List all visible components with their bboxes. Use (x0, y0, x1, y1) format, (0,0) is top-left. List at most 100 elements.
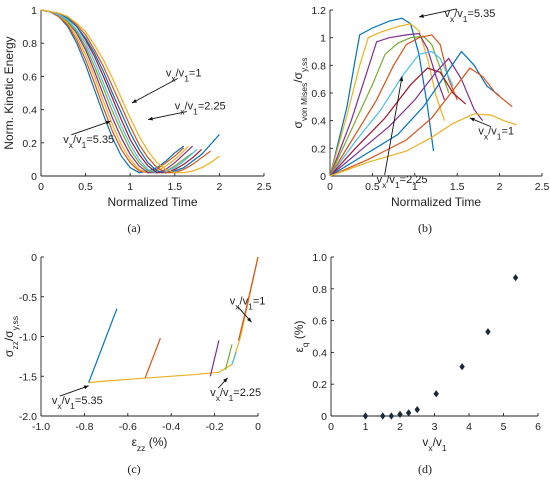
label-text: /σ (291, 71, 305, 82)
label-text: v (478, 126, 484, 138)
series-line-1 (329, 23, 446, 177)
annotation-arrowhead (419, 14, 424, 18)
x-tick-label: 1 (412, 181, 418, 193)
label-subscript: 1 (193, 107, 198, 117)
series-line-8 (329, 50, 500, 177)
label-subscript: x (171, 73, 176, 83)
x-tick-label: 0 (255, 421, 261, 433)
data-point-4 (405, 409, 412, 417)
annotation-label: vx/v1=5.35 (52, 395, 103, 411)
label-text: v (230, 296, 236, 308)
label-text: /v (386, 174, 395, 186)
data-point-0 (362, 412, 369, 420)
x-tick-label: -0.6 (119, 421, 137, 433)
label-subscript: 1 (463, 14, 468, 24)
x-tick-label: 3 (432, 421, 438, 433)
series-line-5 (224, 344, 233, 371)
y-tick-label: 0.4 (311, 116, 326, 128)
annotation-label: vx/v1=2.25 (377, 174, 428, 190)
label-subscript: zz (137, 443, 146, 453)
series-line-5 (329, 50, 454, 177)
panel-label: (a) (127, 221, 140, 235)
chart-panel-b: 0 0.5 1 1.5 2 2.5 0 0.2 0.4 0.6 0.8 1 1.2 Normalized … (291, 5, 549, 235)
panel-label: (b) (418, 221, 432, 235)
annotation-label: vx/v1=1 (478, 126, 514, 142)
label-text: =5.35 (468, 8, 496, 20)
y-tick-label: 0 (31, 252, 37, 264)
label-text: =5.35 (86, 134, 114, 146)
annotation-arrow (131, 78, 179, 104)
y-tick-label: 0.2 (311, 143, 326, 155)
annotation-arrow (147, 111, 187, 121)
x-tick-label: 0 (328, 421, 334, 433)
label-subscript: x (382, 180, 387, 190)
annotation-arrowhead (105, 120, 111, 125)
y-axis-label: σzz/σy,ss (2, 316, 20, 357)
data-point-9 (512, 274, 519, 282)
x-tick-label: 2 (497, 181, 503, 193)
annotation-arrowhead (246, 317, 252, 323)
x-tick-label: 1.5 (167, 181, 182, 193)
x-tick-label: 2.5 (257, 181, 272, 193)
label-text: v (166, 67, 172, 79)
label-text: (%) (145, 435, 167, 449)
y-tick-label: 1.0 (312, 252, 327, 264)
label-subscript: x (484, 132, 489, 142)
x-tick-label: 1 (363, 421, 369, 433)
label-subscript: von Mises (299, 83, 309, 121)
label-text: =1 (189, 67, 202, 79)
y-tick-label: -2.0 (19, 411, 37, 423)
label-text: /v (433, 435, 442, 449)
series-line-3 (144, 337, 161, 379)
label-text: σ (2, 349, 16, 357)
data-point-2 (388, 412, 395, 420)
x-tick-label: 0.5 (365, 181, 380, 193)
label-subscript: y,ss (10, 316, 20, 330)
label-text: ε (132, 435, 138, 449)
x-tick-label: 2.5 (535, 181, 550, 193)
annotation-label: vx/v1=5.35 (63, 134, 114, 150)
label-subscript: 1 (248, 302, 253, 312)
label-subscript: 1 (395, 180, 400, 190)
label-text: /σ (2, 330, 16, 341)
panel-label: (d) (418, 462, 432, 476)
label-text: v (63, 134, 69, 146)
label-text: /v (220, 387, 229, 399)
label-subscript: x (428, 443, 433, 453)
label-text: =2.25 (400, 174, 428, 186)
label-text: =2.25 (233, 387, 261, 399)
x-axis-label: Normalized Time (107, 195, 197, 209)
series-line-7 (329, 57, 484, 177)
y-tick-label: -1.0 (19, 332, 37, 344)
x-tick-label: 1 (127, 181, 133, 193)
label-text: /v (62, 395, 71, 407)
x-tick-label: 4 (466, 421, 472, 433)
x-axis-label: εzz (%) (132, 435, 168, 453)
annotation-label: vx/v1=5.35 (444, 8, 495, 24)
y-tick-label: 1.2 (311, 5, 326, 17)
y-tick-label: 0.4 (22, 105, 37, 117)
annotation-arrowhead (469, 117, 475, 122)
label-text: /v (176, 67, 185, 79)
x-tick-label: 1.5 (450, 181, 465, 193)
label-text: v (210, 387, 216, 399)
series-line-4 (40, 9, 193, 174)
x-tick-label: 6 (535, 421, 541, 433)
label-subscript: 1 (184, 73, 189, 83)
label-text: /v (73, 134, 82, 146)
label-subscript: zz (10, 341, 20, 350)
x-tick-label: -0.4 (162, 421, 180, 433)
label-subscript: q (300, 342, 310, 347)
x-tick-label: 5 (501, 421, 507, 433)
label-text: v (175, 101, 181, 113)
series-line-6 (231, 352, 237, 365)
label-text: (%) (292, 320, 306, 342)
series-line-3 (40, 9, 194, 174)
data-point-3 (397, 410, 403, 419)
label-subscript: x (450, 14, 455, 24)
data-point-8 (485, 328, 491, 336)
chart-panel-a: 0 0.5 1 1.5 2 2.5 0 0.2 0.4 0.6 0.8 1 Normalized Tim… (2, 5, 271, 235)
x-tick-label: -0.8 (75, 421, 93, 433)
series-line-9 (329, 67, 513, 177)
label-text: v (422, 435, 428, 449)
